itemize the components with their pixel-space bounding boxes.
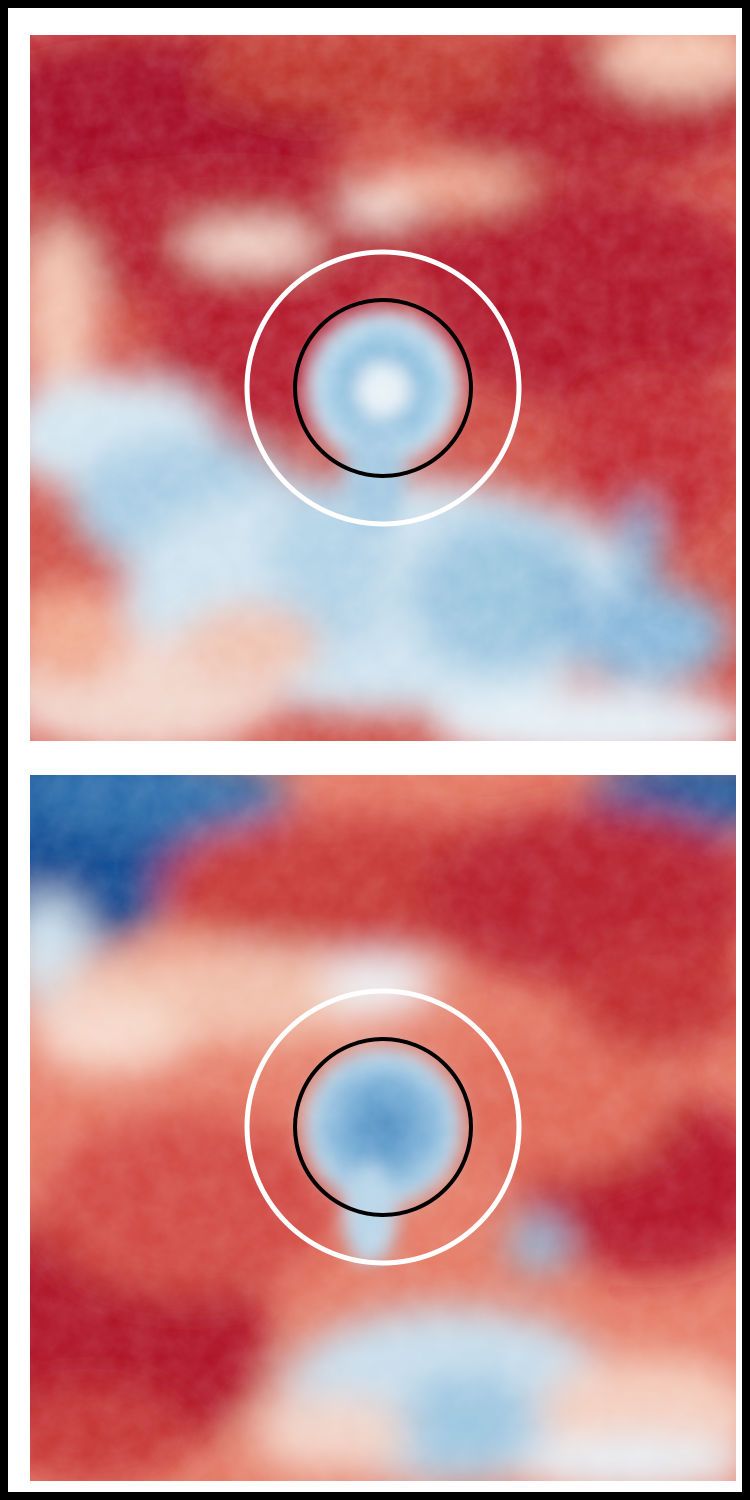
outer-ring-bottom	[244, 988, 522, 1266]
map-panel-top	[30, 35, 736, 741]
inner-ring-top	[293, 298, 473, 478]
map-panel-bottom	[30, 775, 736, 1481]
inner-ring-bottom	[293, 1037, 473, 1217]
noise-overlay-top	[30, 35, 736, 741]
outer-ring-top	[244, 249, 522, 527]
field-image-top	[30, 35, 736, 741]
noise-overlay-bottom	[30, 775, 736, 1481]
field-image-bottom	[30, 775, 736, 1481]
